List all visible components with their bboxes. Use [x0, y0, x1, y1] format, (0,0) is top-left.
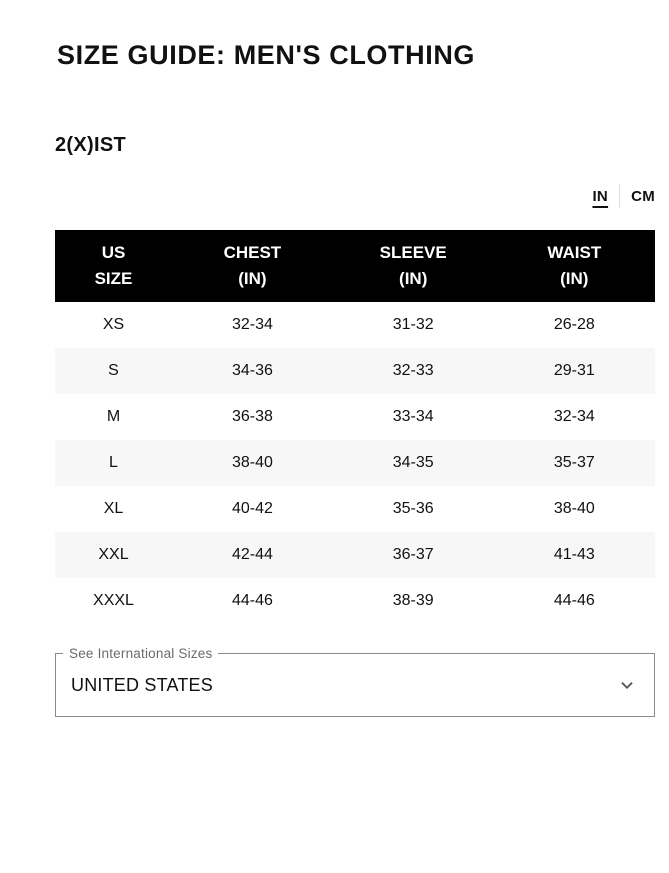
col-header-chest: CHEST (IN) — [172, 230, 333, 302]
header-line: CHEST — [223, 243, 282, 262]
header-row: US SIZE CHEST (IN) SLEEVE (IN) WAIST (IN… — [55, 230, 655, 302]
unit-toggle-divider — [619, 184, 621, 208]
col-header-us-size: US SIZE — [55, 230, 172, 302]
waist-cell: 26-28 — [553, 316, 595, 333]
size-cell: M — [106, 408, 121, 425]
chest-cell: 44-46 — [231, 592, 273, 609]
size-cell: XS — [102, 316, 125, 333]
sleeve-cell: 36-37 — [392, 546, 434, 563]
waist-cell: 32-34 — [553, 408, 595, 425]
size-table-header: US SIZE CHEST (IN) SLEEVE (IN) WAIST (IN… — [55, 230, 655, 302]
waist-cell: 35-37 — [553, 454, 595, 471]
sleeve-cell: 35-36 — [392, 500, 434, 517]
international-sizes-select-value: UNITED STATES — [71, 674, 213, 695]
header-line: US — [101, 243, 126, 262]
sleeve-cell: 34-35 — [392, 454, 434, 471]
unit-cm-button[interactable]: CM — [631, 187, 655, 205]
header-line: SIZE — [94, 269, 133, 288]
chest-cell: 34-36 — [231, 362, 273, 379]
size-cell: L — [109, 454, 118, 471]
size-cell: XXL — [98, 546, 129, 563]
table-row: L 38-40 34-35 35-37 — [55, 440, 655, 486]
table-row: XS 32-34 31-32 26-28 — [55, 302, 655, 348]
header-line: (IN) — [238, 269, 267, 288]
table-row: XL 40-42 35-36 38-40 — [55, 486, 655, 532]
sleeve-cell: 31-32 — [392, 316, 434, 333]
sleeve-cell: 33-34 — [392, 408, 434, 425]
table-row: XXL 42-44 36-37 41-43 — [55, 532, 655, 578]
waist-cell: 38-40 — [553, 500, 595, 517]
chest-cell: 32-34 — [231, 316, 273, 333]
size-cell: XL — [103, 500, 124, 517]
sleeve-cell: 38-39 — [392, 592, 434, 609]
sleeve-cell: 32-33 — [392, 362, 434, 379]
chest-cell: 42-44 — [231, 546, 273, 563]
table-row: S 34-36 32-33 29-31 — [55, 348, 655, 394]
waist-cell: 44-46 — [553, 592, 595, 609]
unit-toggle: IN CM — [55, 183, 655, 209]
chest-cell: 40-42 — [231, 500, 273, 517]
col-header-waist: WAIST (IN) — [493, 230, 655, 302]
header-line: (IN) — [399, 269, 428, 288]
chest-cell: 38-40 — [231, 454, 273, 471]
international-sizes-select[interactable]: See International Sizes UNITED STATES — [55, 645, 655, 717]
header-line: (IN) — [560, 269, 589, 288]
international-sizes-select-label: See International Sizes — [63, 645, 219, 662]
header-line: SLEEVE — [379, 243, 447, 262]
chest-cell: 36-38 — [231, 408, 273, 425]
size-table: US SIZE CHEST (IN) SLEEVE (IN) WAIST (IN… — [55, 230, 655, 624]
page-title: SIZE GUIDE: MEN'S CLOTHING — [57, 40, 476, 70]
size-cell: XXXL — [93, 592, 134, 609]
table-row: M 36-38 33-34 32-34 — [55, 394, 655, 440]
size-table-body: XS 32-34 31-32 26-28 S 34-36 32-33 29-31… — [55, 302, 655, 624]
header-line: WAIST — [547, 243, 602, 262]
chevron-down-icon — [616, 674, 638, 696]
waist-cell: 29-31 — [553, 362, 595, 379]
size-cell: S — [108, 362, 119, 379]
brand-name: 2(X)IST — [55, 134, 126, 156]
col-header-sleeve: SLEEVE (IN) — [332, 230, 494, 302]
unit-in-button[interactable]: IN — [592, 187, 609, 205]
waist-cell: 41-43 — [553, 546, 595, 563]
size-guide-page: SIZE GUIDE: MEN'S CLOTHING 2(X)IST IN CM… — [55, 0, 655, 717]
table-row: XXXL 44-46 38-39 44-46 — [55, 578, 655, 624]
